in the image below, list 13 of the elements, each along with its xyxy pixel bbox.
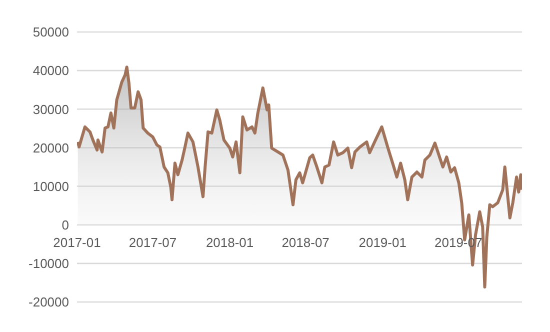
x-tick-label: 2017-01 <box>53 234 101 250</box>
y-tick-label: -10000 <box>28 256 69 272</box>
x-tick-label: 2019-01 <box>358 234 406 250</box>
x-tick-label: 2018-01 <box>206 234 254 250</box>
x-tick-label: 2018-07 <box>282 234 330 250</box>
y-tick-label: 40000 <box>32 63 69 78</box>
y-tick-label: -20000 <box>28 294 69 310</box>
y-tick-label: 10000 <box>32 178 69 194</box>
y-tick-label: 50000 <box>32 24 69 40</box>
y-tick-label: 0 <box>62 217 69 232</box>
x-tick-label: 2017-07 <box>128 234 177 250</box>
y-tick-label: 20000 <box>32 140 69 156</box>
y-tick-label: 30000 <box>32 102 69 117</box>
